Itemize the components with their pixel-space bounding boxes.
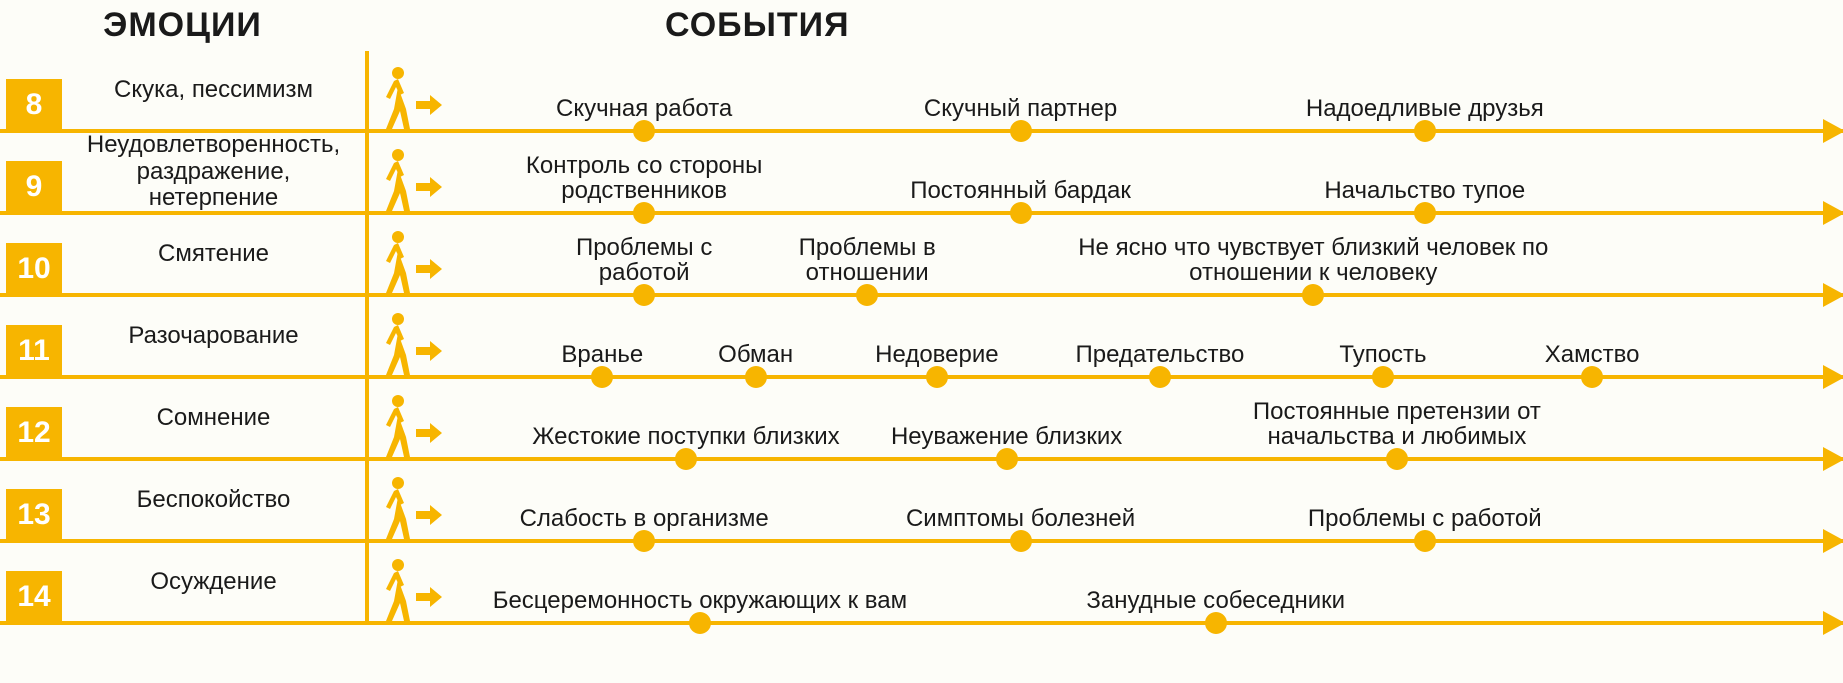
table-row: 10Смятение Проблемы с работой Проблемы в … (0, 215, 1843, 297)
row-inner: 10Смятение Проблемы с работой Проблемы в … (0, 215, 1843, 293)
walker-icon (376, 475, 442, 539)
event-label: Проблемы с работой (576, 235, 712, 285)
row-inner: 11Разочарование Вранье Обман Недоверие Пред… (0, 297, 1843, 375)
walker-icon (376, 393, 442, 457)
walker-cell (369, 297, 449, 375)
diagram-container: ЭМОЦИИ СОБЫТИЯ 8Скука, пессимизм Скучная… (0, 0, 1843, 625)
emotion-label: Беспокойство (62, 487, 365, 513)
event-label: Обман (718, 342, 793, 367)
event-label: Симптомы болезней (906, 506, 1135, 531)
event-dot (1205, 612, 1227, 634)
emotion-label: Смятение (62, 241, 365, 267)
emotion-label: Осуждение (62, 569, 365, 595)
events-track: Бесцеремонность окружающих к вам Занудные… (449, 543, 1843, 621)
table-row: 9Неудовлетворенность, раздражение, нетер… (0, 133, 1843, 215)
walker-icon (376, 311, 442, 375)
event-label: Занудные собеседники (1086, 588, 1345, 613)
table-row: 8Скука, пессимизм Скучная работа Скучный … (0, 51, 1843, 133)
walker-cell (369, 461, 449, 539)
emotion-label: Сомнение (62, 405, 365, 431)
row-inner: 14Осуждение Бесцеремонность окружающих к… (0, 543, 1843, 621)
walker-icon (376, 65, 442, 129)
event-label: Надоедливые друзья (1306, 96, 1544, 121)
emotion-label: Неудовлетворенность, раздражение, нетерп… (62, 132, 365, 211)
event-dot (689, 612, 711, 634)
events-track: Контроль со стороны родственников Постоян… (449, 133, 1843, 211)
table-row: 11Разочарование Вранье Обман Недоверие Пред… (0, 297, 1843, 379)
row-number-badge: 9 (6, 161, 62, 213)
arrowhead-icon (1823, 611, 1843, 635)
row-inner: 8Скука, пессимизм Скучная работа Скучный … (0, 51, 1843, 129)
walker-cell (369, 379, 449, 457)
walker-icon (376, 557, 442, 621)
emotion-label: Скука, пессимизм (62, 77, 365, 103)
row-number-badge: 14 (6, 571, 62, 623)
event-label: Постоянные претензии от начальства и люб… (1253, 399, 1541, 449)
event-label: Жестокие поступки близких (532, 424, 839, 449)
event-label: Скучный партнер (924, 96, 1117, 121)
row-number-badge: 12 (6, 407, 62, 459)
emotion-label: Разочарование (62, 323, 365, 349)
walker-cell (369, 215, 449, 293)
row-inner: 9Неудовлетворенность, раздражение, нетер… (0, 133, 1843, 211)
events-track: Вранье Обман Недоверие Предательство Тупость… (449, 297, 1843, 375)
event-label: Недоверие (875, 342, 998, 367)
event-label: Контроль со стороны родственников (526, 153, 762, 203)
table-row: 12Сомнение Жестокие поступки близких Неув… (0, 379, 1843, 461)
rows-container: 8Скука, пессимизм Скучная работа Скучный … (0, 51, 1843, 625)
row-inner: 13Беспокойство Слабость в организме Симпт… (0, 461, 1843, 539)
event-label: Хамство (1545, 342, 1640, 367)
walker-icon (376, 229, 442, 293)
event-label: Вранье (561, 342, 643, 367)
walker-icon (376, 147, 442, 211)
events-track: Слабость в организме Симптомы болезней Про… (449, 461, 1843, 539)
row-number-badge: 8 (6, 79, 62, 131)
row-number-badge: 13 (6, 489, 62, 541)
walker-cell (369, 133, 449, 211)
row-number-badge: 10 (6, 243, 62, 295)
events-track: Проблемы с работой Проблемы в отношении Не… (449, 215, 1843, 293)
header-events: СОБЫТИЯ (365, 6, 1843, 45)
header-emotions: ЭМОЦИИ (0, 6, 365, 45)
table-row: 14Осуждение Бесцеремонность окружающих к… (0, 543, 1843, 625)
table-row: 13Беспокойство Слабость в организме Симпт… (0, 461, 1843, 543)
events-track: Жестокие поступки близких Неуважение близ… (449, 379, 1843, 457)
event-label: Предательство (1076, 342, 1245, 367)
events-track: Скучная работа Скучный партнер Надоедливые… (449, 51, 1843, 129)
row-number-badge: 11 (6, 325, 62, 377)
event-label: Проблемы в отношении (799, 235, 936, 285)
headers-row: ЭМОЦИИ СОБЫТИЯ (0, 0, 1843, 51)
event-label: Скучная работа (556, 96, 732, 121)
event-label: Бесцеремонность окружающих к вам (493, 588, 907, 613)
event-label: Начальство тупое (1324, 178, 1525, 203)
row-inner: 12Сомнение Жестокие поступки близких Неув… (0, 379, 1843, 457)
event-label: Не ясно что чувствует близкий человек по… (1078, 235, 1548, 285)
event-label: Неуважение близких (891, 424, 1122, 449)
walker-cell (369, 51, 449, 129)
event-label: Постоянный бардак (910, 178, 1131, 203)
walker-cell (369, 543, 449, 621)
event-label: Слабость в организме (520, 506, 769, 531)
event-label: Тупость (1339, 342, 1426, 367)
event-label: Проблемы с работой (1308, 506, 1542, 531)
